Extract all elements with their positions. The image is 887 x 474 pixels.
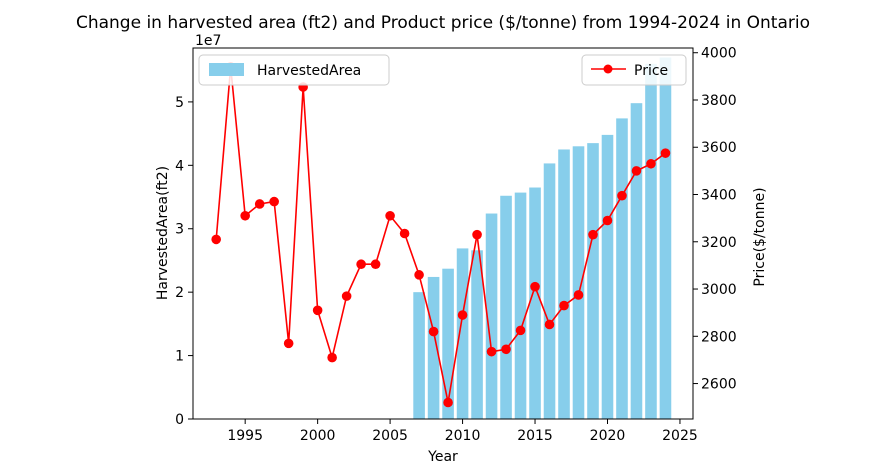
bar-2015 [529, 187, 541, 419]
price-point-1996 [254, 199, 265, 209]
price-point-2008 [428, 326, 439, 337]
price-point-2023 [646, 158, 656, 169]
bar-2018 [572, 146, 585, 420]
left-y-axis-label: HarvestedArea(ft2) [155, 166, 171, 300]
right-y-tick-label: 2800 [701, 329, 737, 345]
left-y-tick-label: 3 [175, 222, 184, 238]
bar-2011 [471, 250, 483, 419]
bar-2023 [645, 63, 657, 419]
x-tick-label: 2010 [445, 428, 481, 444]
price-point-2002 [341, 291, 352, 301]
bar-2013 [500, 195, 512, 419]
bar-2012 [485, 213, 498, 419]
price-point-2013 [501, 344, 511, 355]
left-y-axis-ticks: 0 1 2 3 4 5 [175, 95, 193, 428]
bar-2024 [659, 57, 672, 420]
right-y-tick-label: 3000 [701, 282, 737, 298]
x-tick-label: 2020 [590, 428, 626, 444]
price-line [215, 66, 666, 403]
right-y-tick-label: 3400 [701, 188, 737, 204]
chart-title: Change in harvested area (ft2) and Produ… [76, 13, 810, 33]
x-tick-label: 2015 [517, 428, 553, 444]
price-point-1995 [240, 210, 250, 221]
bar-2017 [558, 149, 570, 419]
bar-2014 [514, 192, 527, 419]
harvested-area-bars [413, 57, 672, 420]
left-y-tick-label: 0 [175, 412, 184, 428]
price-point-2014 [515, 325, 526, 336]
price-point-2004 [370, 259, 381, 270]
price-point-2005 [385, 210, 395, 221]
right-y-tick-label: 2600 [701, 377, 737, 393]
plot-frame [192, 47, 694, 420]
bar-2009 [442, 268, 454, 419]
right-y-tick-label: 4000 [701, 46, 737, 62]
x-tick-label: 1995 [227, 428, 263, 444]
right-y-axis-ticks: 2600 2800 3000 3200 3400 3600 3800 4000 [693, 46, 737, 393]
left-y-tick-label: 2 [175, 285, 184, 301]
price-point-2000 [312, 305, 323, 316]
price-point-2018 [573, 290, 584, 300]
bar-2020 [601, 134, 614, 419]
price-point-2016 [544, 319, 555, 330]
x-tick-label: 2025 [662, 428, 698, 444]
legend-harvested-area: HarvestedArea [198, 54, 390, 86]
bar-2016 [543, 163, 556, 419]
left-y-tick-label: 5 [175, 95, 184, 111]
left-y-tick-label: 4 [175, 158, 184, 174]
price-point-2010 [457, 310, 468, 320]
price-point-2009 [443, 397, 453, 408]
price-point-2006 [399, 228, 410, 239]
legend-label-price: Price [634, 63, 668, 79]
price-point-2024 [660, 148, 671, 158]
bar-2022 [630, 103, 643, 419]
price-point-2001 [327, 352, 337, 363]
price-point-2017 [559, 300, 569, 311]
bar-2021 [616, 118, 628, 420]
bar-2007 [413, 292, 425, 419]
price-point-2007 [414, 270, 424, 280]
price-point-2020 [602, 215, 613, 226]
price-line-series [211, 62, 671, 408]
bar-2010 [456, 248, 469, 419]
x-axis-label: Year [427, 449, 458, 465]
price-point-1993 [211, 234, 221, 245]
legend-marker-swatch [603, 64, 613, 74]
price-point-1998 [283, 338, 294, 349]
x-tick-label: 2005 [372, 428, 408, 444]
price-point-2021 [617, 190, 627, 201]
bar-2008 [427, 276, 440, 419]
right-y-tick-label: 3800 [701, 93, 737, 109]
right-y-tick-label: 3600 [701, 140, 737, 156]
left-axis-multiplier: 1e7 [195, 33, 221, 49]
price-point-2011 [472, 229, 482, 240]
legend-label-harvested-area: HarvestedArea [257, 63, 361, 79]
legend-price: Price [581, 54, 687, 86]
legend-bar-swatch [209, 63, 244, 76]
price-point-2012 [486, 346, 497, 357]
price-point-2003 [356, 259, 366, 270]
bar-2019 [587, 143, 599, 419]
legend-box [581, 54, 687, 86]
legend-box [198, 54, 390, 86]
right-y-tick-label: 3200 [701, 235, 737, 251]
price-point-2015 [530, 281, 540, 292]
left-y-tick-label: 1 [175, 349, 184, 365]
price-point-2022 [631, 166, 642, 176]
x-axis-ticks: 1995 2000 2005 2010 2015 2020 2025 [227, 419, 698, 444]
x-tick-label: 2000 [300, 428, 336, 444]
right-y-axis-label: Price($/tonne) [752, 187, 768, 286]
price-point-1997 [269, 196, 279, 207]
price-point-2019 [588, 229, 598, 240]
